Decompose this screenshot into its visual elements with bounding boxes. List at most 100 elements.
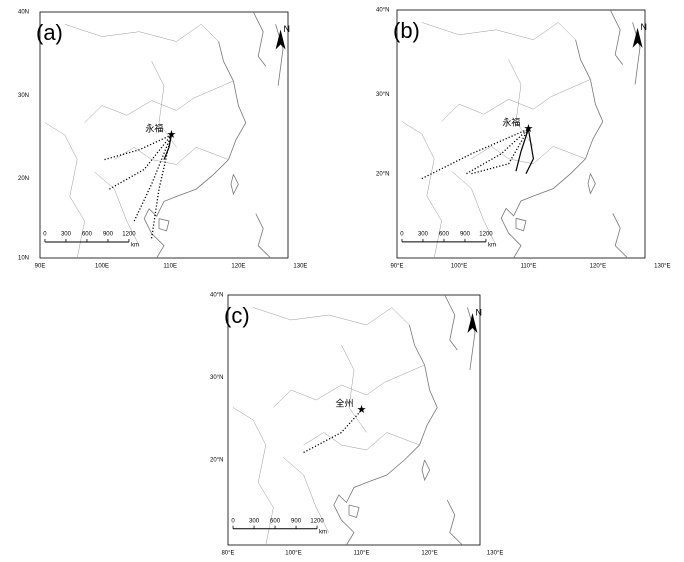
lon-label: 110E — [163, 264, 177, 270]
lon-label: 130°E — [487, 551, 503, 557]
scale-unit: km — [319, 529, 327, 535]
scale-label: 300 — [418, 231, 429, 237]
island — [632, 22, 641, 85]
scale-label: 1200 — [310, 518, 324, 524]
lat-label: 30°N — [376, 92, 389, 98]
lon-label: 90E — [35, 264, 46, 270]
border — [508, 59, 534, 147]
coastline — [143, 41, 247, 259]
island — [158, 218, 170, 232]
trajectory — [466, 128, 529, 175]
lat-label: 20°N — [376, 171, 389, 177]
lat-label: 20°N — [210, 458, 223, 464]
north-label: N — [475, 307, 482, 317]
border — [44, 122, 85, 259]
lon-label: 110°E — [520, 264, 536, 270]
scale-label: 900 — [103, 232, 114, 238]
border — [401, 121, 442, 259]
north-label: N — [284, 24, 291, 34]
island — [348, 504, 360, 519]
panel-label: (c) — [224, 303, 250, 328]
lon-label: 120°E — [421, 551, 437, 557]
north-arrow — [275, 29, 286, 50]
lon-label: 130°E — [654, 264, 670, 270]
border — [283, 457, 330, 533]
scale-unit: km — [488, 242, 496, 248]
scale-label: 600 — [270, 518, 281, 524]
map-frame — [227, 294, 481, 546]
north-arrow — [632, 27, 643, 48]
island — [587, 173, 596, 195]
border — [441, 79, 591, 122]
north-label: N — [641, 22, 648, 32]
lon-label: 130E — [293, 264, 307, 270]
scale-label: 600 — [82, 232, 93, 238]
border — [341, 344, 367, 433]
lat-label: 40N — [18, 10, 29, 16]
station-star: ★ — [524, 123, 534, 135]
lat-label: 10N — [18, 256, 29, 262]
lon-label: 100E — [95, 264, 109, 270]
map-frame — [396, 9, 646, 259]
lon-label: 110°E — [354, 551, 370, 557]
border — [114, 147, 229, 165]
border — [303, 432, 420, 451]
island — [255, 213, 271, 259]
lat-label: 20N — [18, 176, 29, 182]
island — [515, 217, 527, 232]
place-label: 永福 — [502, 116, 520, 127]
border — [84, 80, 234, 123]
station-star: ★ — [167, 129, 177, 141]
place-label: 全州 — [336, 397, 354, 408]
island — [612, 213, 628, 259]
island — [421, 459, 431, 482]
map-panel: ★全州 (c)40°N 30°N 20°N 80°E 100°E 110°E 120°E 130… — [210, 293, 503, 557]
trajectory — [163, 134, 172, 160]
scale-label: 900 — [460, 231, 471, 237]
lat-label: 30N — [18, 93, 29, 99]
scale-label: 0 — [43, 232, 47, 238]
lon-label: 80°E — [221, 551, 234, 557]
station-star: ★ — [357, 404, 367, 416]
scale-label: 300 — [249, 518, 260, 524]
border — [232, 407, 274, 546]
border — [64, 23, 219, 42]
scale-unit: km — [131, 243, 139, 249]
border — [421, 22, 576, 41]
panel-label: (b) — [393, 18, 420, 43]
map-panel: ★ 永福 (b) 40°N 30°N 20°N 90°E 100°E 110°E 120°E 130… — [376, 8, 671, 270]
island — [467, 307, 476, 371]
border — [94, 171, 140, 246]
trajectory — [109, 134, 172, 190]
island — [275, 24, 284, 86]
coastline — [500, 39, 604, 259]
border — [471, 146, 586, 165]
lon-label: 100°E — [451, 264, 467, 270]
scale-label: 1200 — [122, 232, 136, 238]
panel-label: (a) — [36, 20, 63, 45]
island — [230, 174, 239, 196]
border — [451, 171, 497, 246]
map-panel: ★ 永福 (a) 40N 30N 20N 10N 90E 100E 110E 120E 130E N 0 3… — [18, 10, 307, 270]
scale-label: 0 — [400, 231, 404, 237]
scale-label: 300 — [61, 232, 72, 238]
border — [253, 307, 410, 326]
lon-label: 90°E — [390, 264, 403, 270]
scale-label: 600 — [439, 231, 450, 237]
lat-label: 40°N — [376, 8, 389, 14]
border — [151, 61, 177, 148]
island — [444, 294, 458, 351]
lon-label: 120E — [231, 264, 245, 270]
trajectory — [133, 134, 173, 222]
island — [446, 499, 463, 546]
map-frame — [39, 11, 289, 259]
scale-label: 1200 — [479, 231, 493, 237]
scale-label: 0 — [231, 518, 235, 524]
lon-label: 100°E — [285, 551, 301, 557]
scale-label: 900 — [291, 518, 302, 524]
lat-label: 30°N — [210, 375, 223, 381]
lon-label: 120°E — [590, 264, 606, 270]
coastline — [333, 324, 438, 546]
trajectory — [303, 409, 363, 454]
